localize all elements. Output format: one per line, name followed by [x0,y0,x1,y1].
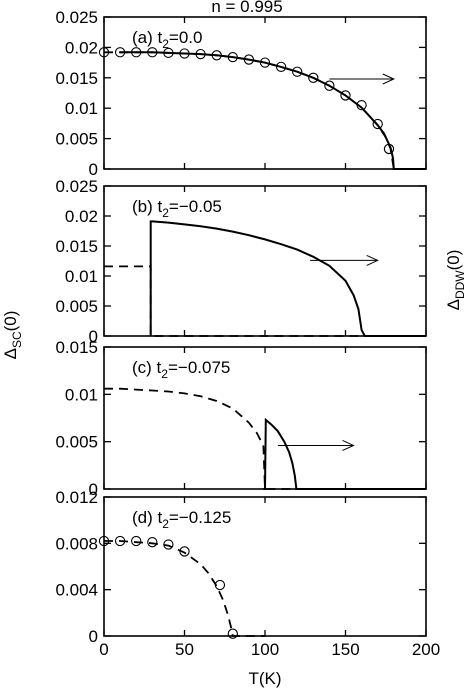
y-tick-label: 0.015 [55,338,98,357]
x-tick-label: 50 [175,640,194,659]
series-dashed-line [104,51,395,170]
y-tick-label: 0.02 [65,38,98,57]
data-point [372,118,383,130]
data-point [214,579,226,591]
arrow-head-icon [366,254,379,266]
right-axis-label: ΔDDW(0) [444,250,467,311]
data-point [383,143,395,155]
series-dashed-line [104,540,265,637]
data-point [131,47,142,58]
data-point [179,546,190,557]
y-tick-label: 0 [89,327,98,346]
figure-title: n = 0.995 [211,0,282,16]
series-dashed-line [104,387,298,490]
panel-a: 0.025 0.02 0.015 0.01 0.005 0 (a) t2=0.0 [55,8,427,179]
x-tick-label: 100 [251,640,279,659]
data-point [163,47,174,59]
data-point [195,48,206,60]
data-point [98,47,110,58]
series-solid-line [263,417,426,490]
left-axis-label: ΔSC(0) [1,311,24,360]
data-point [227,51,238,63]
data-point [227,628,238,639]
series-solid-line [120,51,426,170]
right-axis-label-tail: (0) [444,250,463,271]
y-tick-label: 0.004 [55,581,98,600]
data-point [324,80,335,91]
data-point [211,50,222,61]
series-dashed-line [104,265,362,337]
panel-b-label: (b) t2=−0.05 [132,197,222,220]
data-point [147,47,158,58]
left-axis-label-tail: (0) [1,311,20,332]
y-tick-label: 0.005 [55,433,98,452]
x-tick-label: 0 [99,640,108,659]
data-point [114,535,126,547]
y-tick-label: 0.005 [55,130,98,149]
data-point [292,66,303,77]
y-tick-label: 0.01 [65,385,98,404]
y-tick-label: 0.02 [65,207,98,226]
y-tick-label: 0.008 [55,534,98,553]
arrow-head-icon [342,439,355,451]
y-tick-label: 0 [89,627,98,646]
panel-c: 0.015 0.01 0.005 0 (c) t2=−0.075 [55,338,427,499]
x-axis-label: T(K) [248,669,281,688]
data-point [114,47,126,58]
data-point [147,537,158,548]
data-point [308,72,319,83]
left-axis-label-main: Δ [1,348,20,359]
data-point [275,61,287,73]
y-tick-label: 0.015 [55,237,98,256]
y-tick-label: 0.01 [65,267,98,286]
data-point [131,535,142,547]
panel-d: 0.012 0.008 0.004 00 50 100 150 200 (d) t2=−0.12… [55,488,440,659]
y-tick-label: 0.005 [55,297,98,316]
svg-text:ΔDDW(0): ΔDDW(0) [444,250,467,311]
data-point [98,535,110,547]
series-solid-line [149,220,426,337]
data-point [163,539,174,550]
panel-b: 0.025 0.02 0.015 0.01 0.005 0 (b) t2=−0.05 [55,177,427,346]
y-tick-label: 0 [89,160,98,179]
data-point [243,54,255,65]
data-point [259,57,271,68]
y-tick-label: 0.012 [55,488,98,507]
panel-d-label: (d) t2=−0.125 [132,508,231,531]
y-tick-label: 0.025 [55,177,98,196]
right-axis-label-main: Δ [444,299,463,310]
panel-a-label: (a) t2=0.0 [132,28,202,51]
data-point [179,48,190,59]
svg-text:ΔSC(0): ΔSC(0) [1,311,24,360]
left-axis-label-sub: SC [10,331,24,348]
y-tick-label: 0.015 [55,69,98,88]
data-point [356,100,367,111]
y-tick-label: 0.01 [65,99,98,118]
y-tick-label: 0.025 [55,8,98,27]
right-axis-label-sub: DDW [453,270,467,299]
arrow-head-icon [382,73,396,85]
data-point [340,90,351,101]
x-tick-label: 200 [412,640,440,659]
x-tick-label: 150 [331,640,359,659]
y-tick-label: 0 [89,480,98,499]
panel-c-label: (c) t2=−0.075 [132,358,230,381]
